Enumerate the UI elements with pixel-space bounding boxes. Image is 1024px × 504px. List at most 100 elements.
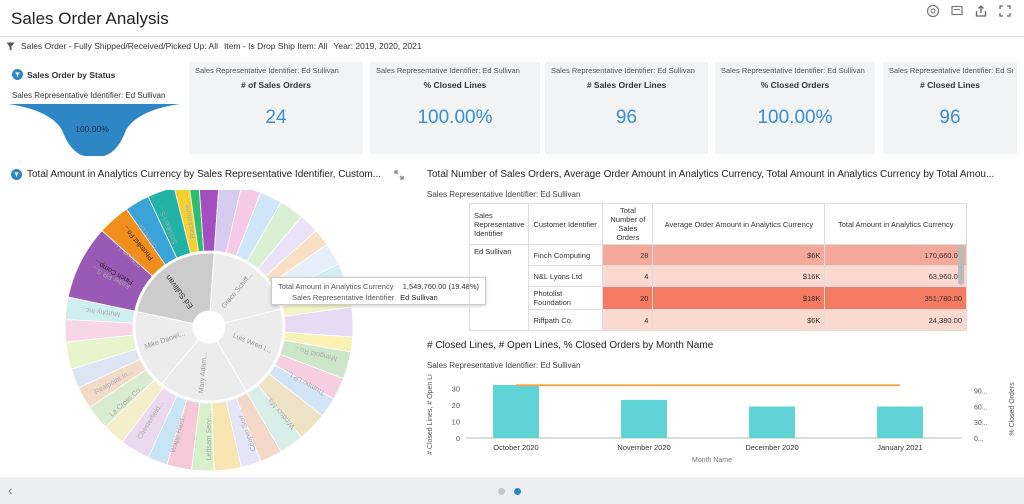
kpi-label: # of Sales Orders: [241, 80, 311, 90]
kpi-filter-label: Sales Representative Identifier: Ed Sull…: [721, 66, 865, 75]
table-scrollbar[interactable]: [958, 245, 964, 285]
comment-icon[interactable]: [950, 4, 964, 18]
kpi-label: % Closed Lines: [423, 80, 487, 90]
filter-icon: [6, 42, 15, 50]
filter-bar[interactable]: Sales Order - Fully Shipped/Received/Pic…: [6, 41, 422, 51]
col-header-rep[interactable]: Sales Representative Identifier: [468, 203, 530, 245]
cell-total: 170,660.00: [824, 244, 967, 266]
help-icon[interactable]: [926, 4, 940, 18]
kpi-filter-label: Sales Representative Identifier: Ed Sull…: [195, 66, 339, 75]
share-icon[interactable]: [974, 4, 988, 18]
sunburst-inner-segment[interactable]: [216, 308, 284, 392]
combo-chart[interactable]: # Closed Lines, # Open Lines % Closed Ord…: [422, 374, 1022, 474]
sunburst-inner-segment[interactable]: [160, 338, 247, 402]
table-header-row: Sales Representative Identifier Customer…: [468, 203, 967, 245]
sunburst-tooltip: Total Amount in Analytics Currency 1,549,…: [271, 277, 486, 305]
footer-bar: ‹: [0, 477, 1024, 504]
cell-total: 24,380.00: [824, 309, 967, 331]
bar[interactable]: [749, 406, 795, 438]
kpi-closed-orders-pct[interactable]: Sales Representative Identifier: Ed Sull…: [715, 62, 875, 154]
cell-total: 63,960.00: [824, 265, 967, 287]
page-dot-1[interactable]: [498, 488, 505, 495]
col-header-orders[interactable]: Total Number of Sales Orders: [602, 203, 654, 245]
bar[interactable]: [621, 399, 667, 438]
filter-year: Year: 2019, 2020, 2021: [333, 41, 422, 51]
cell-customer: N&L Lyons Ltd: [528, 265, 604, 287]
page-dot-2[interactable]: [514, 488, 521, 495]
filter-icon: [11, 169, 22, 180]
combo-chart-title: # Closed Lines, # Open Lines, % Closed O…: [427, 340, 714, 351]
cell-avg: $6K: [652, 244, 826, 266]
cell-orders: 4: [602, 265, 654, 287]
cell-total: 351,780.00: [824, 286, 967, 310]
x-tick-label: November 2020: [617, 443, 670, 452]
cell-avg: $6K: [652, 309, 826, 331]
sunburst-center: [194, 312, 224, 342]
status-funnel[interactable]: 100.00%: [8, 104, 180, 156]
orders-table[interactable]: Sales Representative Identifier Customer…: [468, 203, 967, 331]
col-header-total[interactable]: Total Amount in Analytics Currency: [824, 203, 967, 245]
sunburst-inner-segment[interactable]: [136, 252, 215, 325]
y2-tick-label: 30...: [974, 420, 988, 427]
cell-customer: Finch Computing: [528, 244, 604, 266]
kpi-filter-label: Sales Representative Identifier: Ed Sull…: [551, 66, 695, 75]
table-row[interactable]: N&L Lyons Ltd 4 $16K 63,960.00: [470, 265, 967, 287]
cell-orders: 28: [602, 244, 654, 266]
sunburst-title: Total Amount in Analytics Currency by Sa…: [11, 169, 381, 180]
cell-orders: 4: [602, 309, 654, 331]
kpi-filter-label: Sales Representative Identifier: Ed Sull…: [376, 66, 520, 75]
kpi-value: 96: [615, 107, 638, 128]
y2-tick-label: 0...: [974, 436, 984, 443]
x-tick-label: December 2020: [745, 443, 798, 452]
expand-chart-icon[interactable]: [393, 169, 405, 181]
expand-icon[interactable]: [998, 4, 1012, 18]
chevron-left-icon[interactable]: ‹: [8, 482, 13, 498]
sunburst-inner-segment[interactable]: [134, 311, 200, 385]
table-title: Total Number of Sales Orders, Average Or…: [427, 169, 995, 180]
table-row[interactable]: Photolist Foundation 20 $18K 351,780.00: [470, 286, 967, 310]
x-tick-label: October 2020: [493, 443, 538, 452]
kpi-label: # Closed Lines: [920, 80, 980, 90]
filter-fully-shipped: Sales Order - Fully Shipped/Received/Pic…: [21, 41, 219, 51]
kpi-filter-label: Sales Representative Identifier: Ed Sull…: [889, 66, 1013, 75]
combo-chart-subtitle: Sales Representative Identifier: Ed Sull…: [427, 361, 581, 370]
y2-tick-label: 60...: [974, 404, 988, 411]
table-row[interactable]: Riffpath Co. 4 $6K 24,380.00: [470, 309, 967, 331]
tooltip-rep-label: Sales Representative Identifier: [292, 293, 395, 302]
header-divider: [0, 36, 1024, 37]
sunburst-chart[interactable]: Ed Sullivan Grace Schiff...Luis Wren I...…: [64, 190, 354, 474]
kpi-value: 100.00%: [757, 107, 833, 128]
tooltip-metric-label: Total Amount in Analytics Currency: [278, 282, 394, 291]
sunburst-outer-label: Lettsam Serv...: [206, 414, 213, 461]
sunburst-outer-segment[interactable]: [64, 296, 136, 324]
y-tick-label: 20: [452, 401, 460, 410]
cell-avg: $16K: [652, 265, 826, 287]
sales-order-status-card[interactable]: Sales Order by Status Sales Representati…: [8, 64, 180, 156]
bar[interactable]: [493, 384, 539, 438]
table-row[interactable]: Ed Sullivan Finch Computing 28 $6K 170,660.0…: [468, 244, 967, 331]
page-title: Sales Order Analysis: [11, 9, 169, 28]
filter-icon: [12, 69, 23, 80]
filter-drop-ship: Item - Is Drop Ship Item: All: [224, 41, 328, 51]
y2-tick-label: 90...: [974, 389, 988, 396]
col-header-customer[interactable]: Customer Identifier: [528, 203, 604, 245]
cell-orders: 20: [602, 286, 654, 310]
kpi-closed-lines-pct[interactable]: Sales Representative Identifier: Ed Sull…: [370, 62, 540, 154]
tooltip-rep-value: Ed Sullivan: [400, 293, 438, 302]
x-axis-label: Month Name: [692, 457, 732, 464]
x-tick-label: January 2021: [877, 443, 922, 452]
header-toolbar: [926, 4, 1012, 18]
sunburst-inner-label: Mary Adam...: [198, 352, 209, 394]
bar[interactable]: [877, 406, 923, 438]
kpi-value: 100.00%: [417, 107, 493, 128]
kpi-sales-orders[interactable]: Sales Representative Identifier: Ed Sull…: [189, 62, 363, 154]
y-tick-label: 0: [456, 434, 460, 443]
cell-customer: Photolist Foundation: [528, 286, 604, 310]
col-header-avg[interactable]: Average Order Amount in Analytics Curren…: [652, 203, 826, 245]
kpi-value: 96: [939, 107, 961, 128]
y2-axis-label: % Closed Orders: [1009, 382, 1016, 436]
cell-customer: Riffpath Co.: [528, 309, 604, 331]
kpi-closed-lines[interactable]: Sales Representative Identifier: Ed Sull…: [883, 62, 1017, 154]
kpi-sales-order-lines[interactable]: Sales Representative Identifier: Ed Sull…: [545, 62, 708, 154]
